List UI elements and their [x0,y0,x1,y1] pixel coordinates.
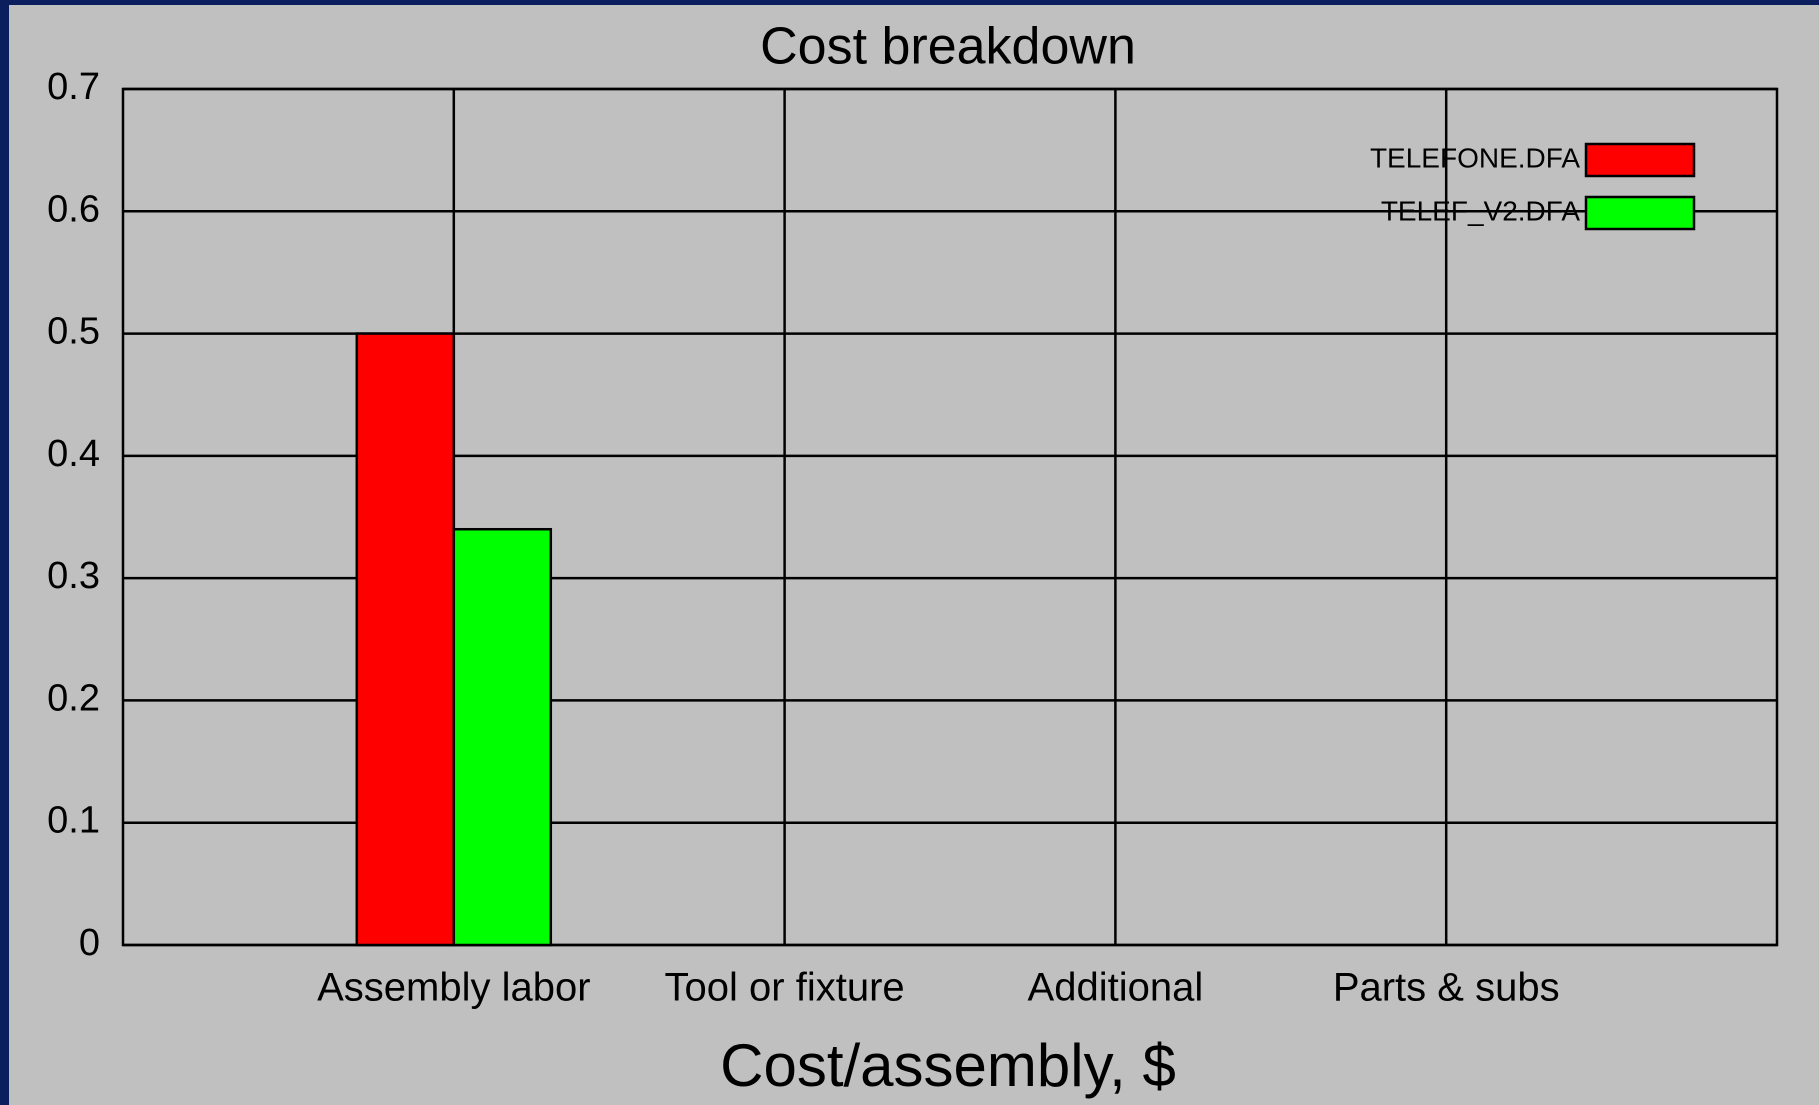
y-tick-label: 0.2 [47,677,100,719]
x-tick-label: Parts & subs [1333,966,1560,1010]
y-tick-label: 0.6 [47,188,100,230]
y-tick-label: 0.1 [47,800,100,842]
x-axis-label: Cost/assembly, $ [720,1032,1176,1099]
bar [452,527,553,947]
bar [355,332,456,947]
y-tick-label: 0.5 [47,311,100,353]
chart-title: Cost breakdown [760,18,1136,76]
y-tick-label: 0.7 [47,66,100,108]
legend-swatch [1584,142,1696,178]
legend-swatch [1584,195,1696,231]
y-tick-label: 0.3 [47,555,100,597]
chart-background [9,5,1819,1105]
legend-label: TELEFONE.DFA [1370,142,1580,173]
x-tick-label: Assembly labor [317,966,590,1010]
x-tick-label: Additional [1028,966,1204,1010]
y-tick-label: 0 [79,922,100,964]
legend-label: TELEF_V2.DFA [1381,195,1581,226]
x-tick-label: Tool or fixture [665,966,905,1010]
y-tick-label: 0.4 [47,433,100,475]
